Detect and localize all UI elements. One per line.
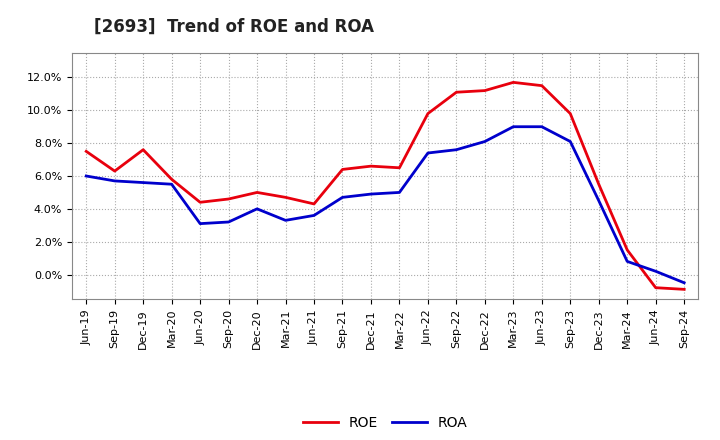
ROE <box>139 147 148 152</box>
Legend: ROE, ROA: ROE, ROA <box>297 410 473 435</box>
ROE <box>395 165 404 170</box>
ROE <box>366 164 375 169</box>
ROA <box>480 139 489 144</box>
ROA <box>338 195 347 200</box>
ROA <box>395 190 404 195</box>
Line: ROA: ROA <box>86 127 684 283</box>
ROE <box>680 287 688 292</box>
ROE <box>282 195 290 200</box>
ROA <box>452 147 461 152</box>
ROE <box>652 285 660 290</box>
ROA <box>310 213 318 218</box>
ROE <box>623 247 631 253</box>
ROE <box>537 83 546 88</box>
ROA <box>566 139 575 144</box>
ROA <box>110 178 119 183</box>
ROA <box>253 206 261 212</box>
ROE <box>480 88 489 93</box>
Line: ROE: ROE <box>86 82 684 290</box>
ROA <box>652 269 660 274</box>
ROE <box>452 90 461 95</box>
ROE <box>566 111 575 116</box>
ROA <box>225 220 233 225</box>
ROA <box>509 124 518 129</box>
ROE <box>509 80 518 85</box>
ROA <box>282 218 290 223</box>
ROA <box>196 221 204 226</box>
ROA <box>680 280 688 286</box>
ROA <box>537 124 546 129</box>
ROE <box>196 200 204 205</box>
ROE <box>110 169 119 174</box>
ROA <box>366 191 375 197</box>
ROA <box>139 180 148 185</box>
ROE <box>225 196 233 202</box>
ROE <box>310 201 318 206</box>
ROE <box>253 190 261 195</box>
ROE <box>82 149 91 154</box>
ROE <box>338 167 347 172</box>
Text: [2693]  Trend of ROE and ROA: [2693] Trend of ROE and ROA <box>94 18 374 36</box>
ROA <box>423 150 432 156</box>
ROA <box>167 182 176 187</box>
ROE <box>423 111 432 116</box>
ROE <box>595 182 603 187</box>
ROE <box>167 176 176 182</box>
ROA <box>82 173 91 179</box>
ROA <box>595 198 603 203</box>
ROA <box>623 259 631 264</box>
